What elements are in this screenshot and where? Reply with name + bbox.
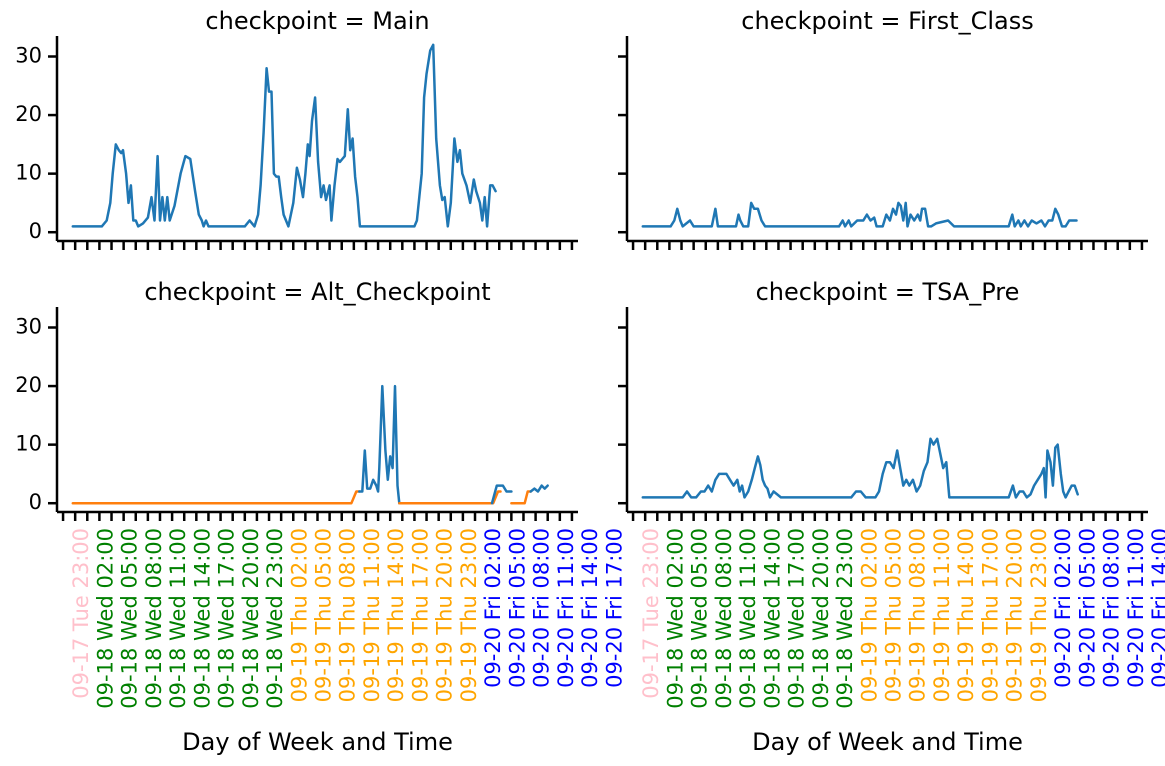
series-line-2	[358, 384, 401, 505]
y-tick-label: 0	[29, 490, 42, 514]
panel-title: checkpoint = Alt_Checkpoint	[144, 278, 490, 306]
x-tick-label: 09-19 Thu 17:00	[978, 528, 1002, 702]
x-tick-label: 09-18 Wed 11:00	[736, 528, 760, 709]
x-tick-label: 09-19 Thu 11:00	[930, 528, 954, 702]
x-tick-label: 09-19 Thu 08:00	[906, 528, 930, 702]
x-tick-label: 09-18 Wed 20:00	[809, 528, 833, 709]
series-line-6	[529, 484, 549, 493]
x-tick-label: 09-20 Fri 02:00	[481, 528, 505, 688]
panel-2: checkpoint = First_Class	[618, 7, 1148, 250]
x-tick-label: 09-20 Fri 14:00	[578, 528, 602, 688]
x-tick-label: 09-18 Wed 14:00	[760, 528, 784, 709]
x-tick-label: 09-19 Thu 08:00	[336, 528, 360, 702]
x-tick-label: 09-19 Thu 05:00	[312, 528, 336, 702]
x-tick-label: 09-19 Thu 14:00	[954, 528, 978, 702]
panel-3: checkpoint = Alt_Checkpoint 0 10 20 30 09-17 …	[15, 278, 626, 756]
x-tick-label: 09-19 Thu 05:00	[882, 528, 906, 702]
x-tick-label: 09-19 Thu 02:00	[857, 528, 881, 702]
x-tick-label: 09-20 Fri 05:00	[505, 528, 529, 688]
x-tick-label: 09-18 Wed 17:00	[785, 528, 809, 709]
y-tick-label: 0	[29, 219, 42, 243]
series-line-1	[71, 43, 497, 228]
x-tick-label: 09-20 Fri 08:00	[1100, 528, 1124, 688]
x-tick-label: 09-18 Wed 08:00	[712, 528, 736, 709]
x-axis-label: Day of Week and Time	[182, 728, 453, 756]
x-tick-label: 09-17 Tue 23:00	[69, 528, 93, 699]
x-tick-label: 09-20 Fri 17:00	[602, 528, 626, 688]
x-tick-label: 09-20 Fri 08:00	[530, 528, 554, 688]
x-tick-label: 09-18 Wed 14:00	[190, 528, 214, 709]
x-tick-label: 09-19 Thu 11:00	[360, 528, 384, 702]
y-tick-label: 20	[15, 102, 42, 126]
x-tick-label: 09-20 Fri 05:00	[1075, 528, 1099, 688]
x-tick-label: 09-19 Thu 20:00	[433, 528, 457, 702]
panel-title: checkpoint = First_Class	[741, 7, 1034, 35]
panel-title: checkpoint = TSA_Pre	[756, 278, 1020, 306]
x-tick-label: 09-20 Fri 02:00	[1051, 528, 1075, 688]
x-tick-label: 09-19 Thu 23:00	[1027, 528, 1051, 702]
x-tick-label: 09-18 Wed 02:00	[663, 528, 687, 709]
x-tick-label: 09-19 Thu 20:00	[1003, 528, 1027, 702]
x-tick-label: 09-20 Fri 14:00	[1148, 528, 1165, 688]
y-tick-label: 30	[15, 44, 42, 68]
x-tick-label: 09-18 Wed 05:00	[688, 528, 712, 709]
series-line-5	[510, 490, 532, 505]
x-tick-label: 09-17 Tue 23:00	[639, 528, 663, 699]
series-line-1	[641, 437, 1079, 499]
panel-1: checkpoint = Main 0 10 20 30	[15, 7, 578, 250]
series-line-1	[641, 201, 1078, 228]
x-tick-label: 09-20 Fri 11:00	[554, 528, 578, 688]
x-tick-label: 09-18 Wed 02:00	[93, 528, 117, 709]
x-tick-label: 09-18 Wed 05:00	[118, 528, 142, 709]
x-axis-label: Day of Week and Time	[752, 728, 1023, 756]
x-tick-label: 09-18 Wed 20:00	[239, 528, 263, 709]
panel-title: checkpoint = Main	[205, 7, 429, 35]
x-tick-label: 09-20 Fri 11:00	[1124, 528, 1148, 688]
y-tick-label: 20	[15, 373, 42, 397]
x-tick-label: 09-18 Wed 23:00	[833, 528, 857, 709]
series-line-3	[398, 490, 502, 505]
series-line-4	[490, 484, 513, 505]
x-tick-label: 09-18 Wed 17:00	[215, 528, 239, 709]
x-tick-label: 09-18 Wed 23:00	[263, 528, 287, 709]
y-tick-label: 10	[15, 432, 42, 456]
x-tick-label: 09-19 Thu 02:00	[287, 528, 311, 702]
y-tick-label: 30	[15, 315, 42, 339]
x-tick-label: 09-18 Wed 08:00	[142, 528, 166, 709]
y-tick-label: 10	[15, 161, 42, 185]
x-tick-label: 09-19 Thu 14:00	[384, 528, 408, 702]
series-line-1	[71, 490, 361, 505]
x-tick-label: 09-19 Thu 17:00	[408, 528, 432, 702]
x-tick-label: 09-19 Thu 23:00	[457, 528, 481, 702]
x-tick-label: 09-18 Wed 11:00	[166, 528, 190, 709]
